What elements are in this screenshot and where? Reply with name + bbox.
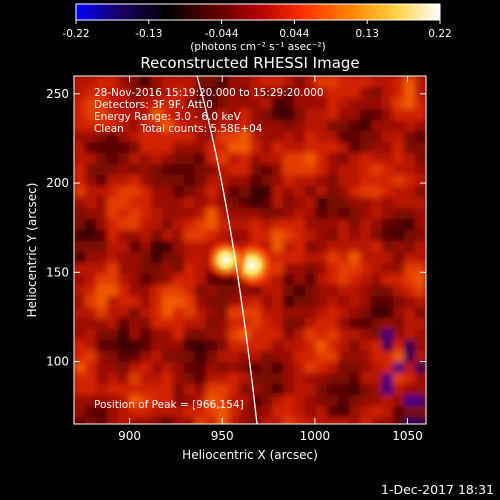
hxr-source	[204, 238, 248, 282]
peak-position-label: Position of Peak = [966,154]	[94, 399, 244, 411]
annotation-energy: Energy Range: 3.0 - 6.0 keV	[94, 111, 242, 123]
plot-title: Reconstructed RHESSI Image	[140, 54, 359, 72]
colorbar	[75, 3, 441, 21]
colorbar-tick-label: 0.13	[356, 28, 379, 40]
y-axis-ticks: 100 150 200 250	[46, 87, 426, 369]
y-tick-label: 100	[46, 355, 69, 369]
footer-date: 1-Dec-2017 18:31	[381, 482, 494, 497]
solar-limb	[196, 76, 258, 424]
colorbar-tick-label: -0.044	[205, 28, 239, 40]
y-tick-label: 200	[46, 176, 69, 190]
annotation-clean-counts: Clean Total counts: 5.58E+04	[94, 123, 263, 135]
y-tick-label: 150	[46, 265, 69, 279]
y-axis-label: Heliocentric Y (arcsec)	[25, 183, 39, 318]
colorbar-tick-label: -0.13	[135, 28, 162, 40]
rhessi-image	[74, 76, 426, 424]
x-tick-label: 900	[118, 429, 141, 443]
x-tick-label: 950	[211, 429, 234, 443]
colorbar-tick-label: 0.22	[428, 28, 451, 40]
colorbar-units: (photons cm⁻² s⁻¹ asec⁻²)	[190, 41, 325, 53]
colorbar-tick-label: -0.22	[62, 28, 89, 40]
plot-frame	[73, 75, 427, 425]
colorbar-ticks: -0.22 -0.13 -0.044 0.044 0.13 0.22	[62, 20, 452, 40]
annotation-detectors: Detectors: 3F 9F, Att 0	[94, 99, 213, 111]
colorbar-tick-label: 0.044	[279, 28, 309, 40]
x-tick-label: 1000	[300, 429, 331, 443]
x-tick-label: 1050	[392, 429, 423, 443]
y-tick-label: 250	[46, 87, 69, 101]
x-axis-ticks: 900 950 1000 1050	[118, 76, 423, 443]
annotation-time-range: 28-Nov-2016 15:19:20.000 to 15:29:20.000	[94, 87, 324, 99]
x-axis-label: Heliocentric X (arcsec)	[182, 448, 318, 462]
